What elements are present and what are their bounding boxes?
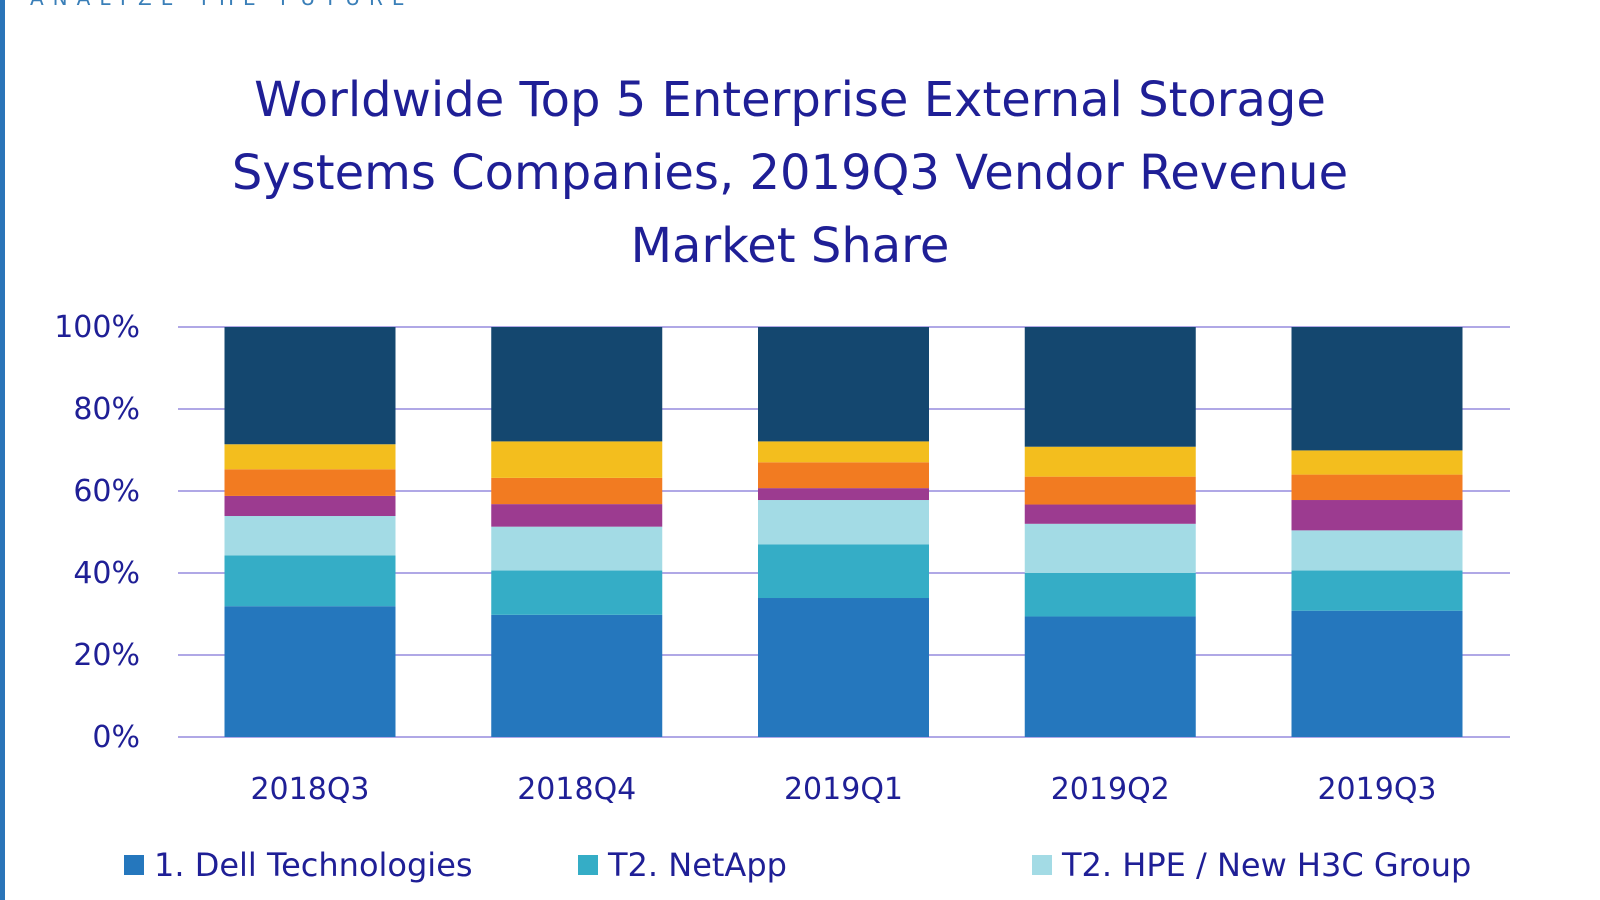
x-tick-label: 2018Q4 (517, 772, 636, 807)
legend-label: T2. HPE / New H3C Group (1062, 846, 1472, 884)
bar-segment (1024, 327, 1196, 447)
bar-segment (491, 327, 663, 442)
y-tick-label: 20% (73, 638, 140, 673)
legend-swatch (578, 855, 598, 875)
legend-item-netapp: T2. NetApp (578, 846, 787, 884)
brand-tagline: ANALYZE THE FUTURE (30, 0, 414, 10)
bar-segment (1024, 573, 1196, 617)
bar-segment (1291, 450, 1463, 475)
title-line-1: Worldwide Top 5 Enterprise External Stor… (254, 72, 1326, 128)
x-tick-label: 2019Q1 (784, 772, 903, 807)
bar-segment (1291, 327, 1463, 451)
bar-segment (758, 544, 929, 599)
bar-segment (491, 614, 663, 737)
bar-segment (758, 598, 929, 737)
bar-segment (224, 444, 396, 470)
title-line-2: Systems Companies, 2019Q3 Vendor Revenue (231, 145, 1349, 201)
bar-segment (1024, 446, 1196, 477)
bar-segment (758, 441, 929, 463)
bar-segment (758, 327, 929, 442)
bar-segment (224, 469, 396, 496)
x-tick-label: 2019Q3 (1317, 772, 1436, 807)
bar-segment (224, 606, 396, 737)
bar-segment (491, 504, 663, 527)
bar-segment (758, 462, 929, 489)
bar-segment (224, 555, 396, 607)
title-line-3: Market Share (630, 218, 950, 274)
y-tick-label: 80% (73, 392, 140, 427)
y-tick-label: 40% (73, 556, 140, 591)
bar-segment (491, 441, 663, 478)
bar-segment (491, 570, 663, 615)
y-tick-label: 60% (73, 474, 140, 509)
x-tick-label: 2018Q3 (250, 772, 369, 807)
bar-segment (758, 500, 929, 545)
bar-segment (1291, 474, 1463, 501)
bar-segment (224, 516, 396, 556)
legend-swatch (124, 855, 144, 875)
bar-segment (1024, 476, 1196, 505)
bar-segment (1291, 500, 1463, 531)
legend-item-dell: 1. Dell Technologies (124, 846, 473, 884)
bar-segment (1291, 610, 1463, 737)
chart-title: Worldwide Top 5 Enterprise External Stor… (0, 64, 1580, 283)
bar-segment (1024, 523, 1196, 573)
legend-label: 1. Dell Technologies (154, 846, 473, 884)
bar-segment (224, 495, 396, 517)
bar-segment (491, 477, 663, 505)
bar-segment (758, 488, 929, 501)
y-tick-label: 100% (54, 310, 140, 345)
bar-segment (1024, 504, 1196, 524)
x-tick-label: 2019Q2 (1051, 772, 1170, 807)
legend-label: T2. NetApp (608, 846, 787, 884)
y-tick-label: 0% (92, 720, 140, 755)
bar-segment (491, 526, 663, 571)
bar-segment (1291, 530, 1463, 571)
legend-item-hpe: T2. HPE / New H3C Group (1032, 846, 1471, 884)
bar-segment (1291, 570, 1463, 611)
legend-swatch (1032, 855, 1052, 875)
bar-segment (224, 327, 396, 445)
left-border (0, 0, 5, 900)
bar-segment (1024, 616, 1196, 737)
